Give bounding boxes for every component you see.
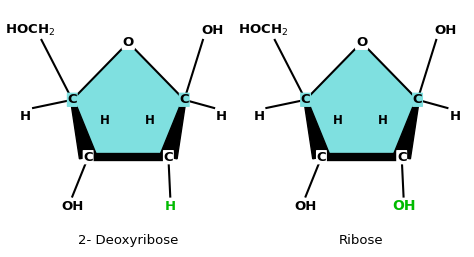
Text: OH: OH — [61, 200, 83, 213]
Text: OH: OH — [201, 24, 223, 36]
Text: OH: OH — [294, 200, 317, 213]
Polygon shape — [160, 99, 186, 159]
Text: O: O — [123, 36, 134, 49]
Text: C: C — [67, 93, 77, 106]
Polygon shape — [393, 99, 419, 159]
Text: 2- Deoxyribose: 2- Deoxyribose — [78, 234, 178, 247]
Polygon shape — [304, 99, 330, 159]
Text: HOCH$_2$: HOCH$_2$ — [5, 23, 55, 38]
Text: C: C — [180, 93, 189, 106]
Text: C: C — [83, 151, 93, 164]
Text: H: H — [216, 110, 227, 123]
Text: H: H — [449, 110, 460, 123]
Text: C: C — [164, 151, 173, 164]
Text: H: H — [100, 114, 110, 127]
Text: OH: OH — [392, 199, 415, 213]
Text: H: H — [164, 200, 176, 213]
Text: O: O — [356, 36, 367, 49]
Text: C: C — [301, 93, 310, 106]
Text: C: C — [317, 151, 326, 164]
Polygon shape — [306, 42, 418, 157]
Text: H: H — [145, 114, 155, 127]
Text: C: C — [413, 93, 422, 106]
Text: H: H — [20, 110, 31, 123]
Polygon shape — [72, 42, 184, 157]
Polygon shape — [71, 99, 97, 159]
Text: OH: OH — [434, 24, 457, 36]
Text: H: H — [333, 114, 343, 127]
Text: Ribose: Ribose — [339, 234, 384, 247]
Text: C: C — [397, 151, 407, 164]
Text: H: H — [378, 114, 388, 127]
Text: HOCH$_2$: HOCH$_2$ — [238, 23, 289, 38]
Text: H: H — [253, 110, 264, 123]
